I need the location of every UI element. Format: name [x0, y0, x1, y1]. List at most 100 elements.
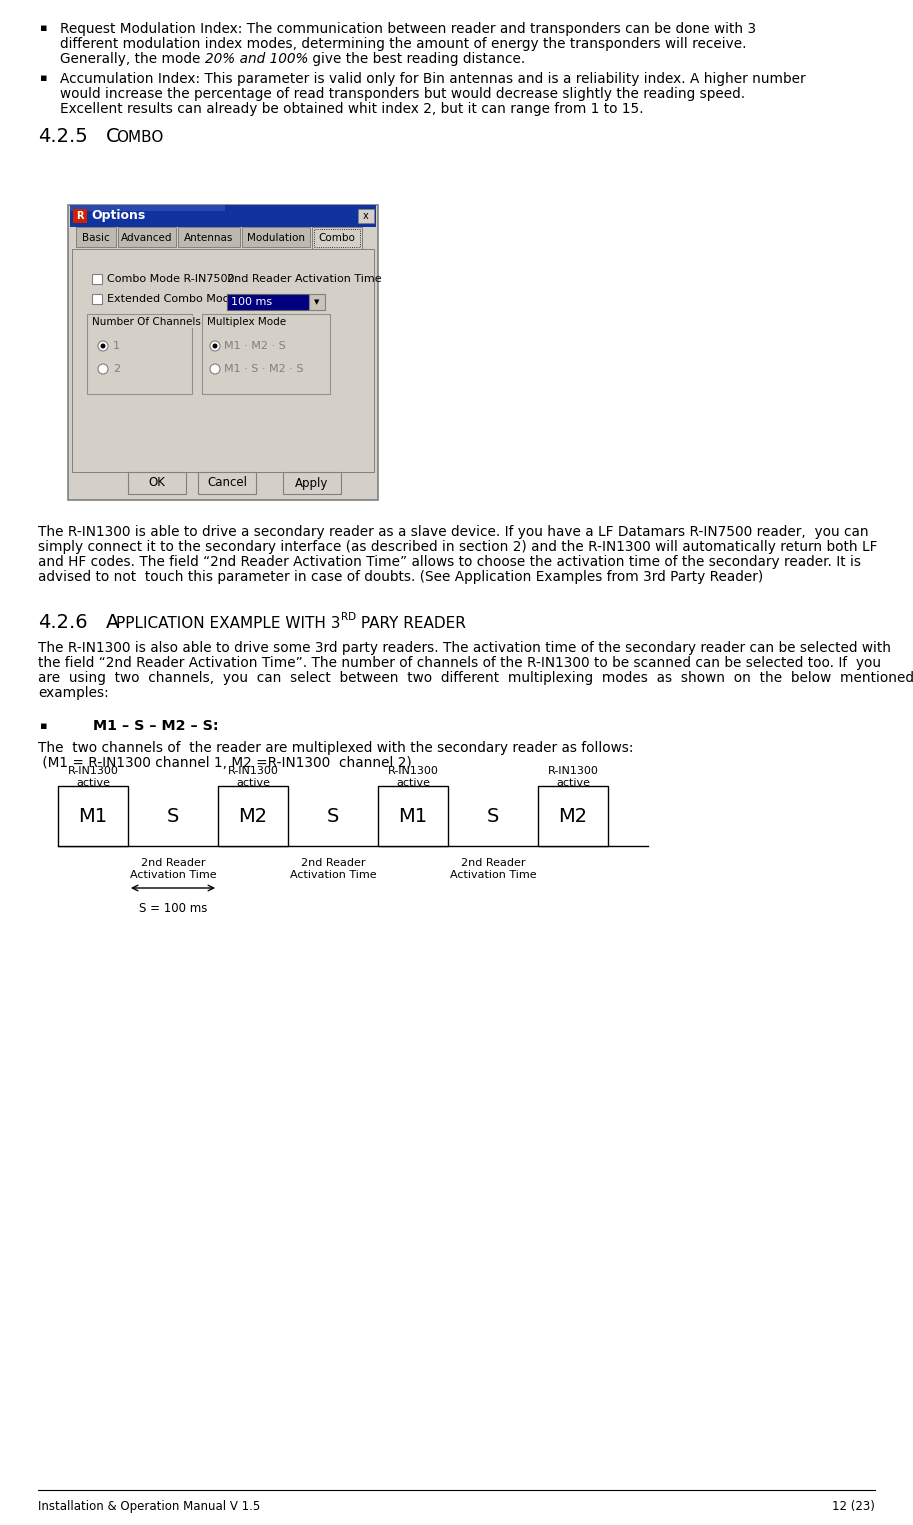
Text: examples:: examples: [38, 686, 109, 700]
Text: Apply: Apply [295, 476, 329, 490]
Bar [76, 227, 116, 247]
Text: Basic: Basic [82, 233, 110, 242]
Text: Activation Time: Activation Time [130, 869, 216, 880]
Text: S: S [167, 807, 179, 825]
Text: ▪: ▪ [40, 23, 47, 34]
Text: 20% and 100%: 20% and 100% [205, 52, 309, 66]
Text: RD: RD [341, 612, 356, 622]
Text: The R-IN1300 is able to drive a secondary reader as a slave device. If you have : The R-IN1300 is able to drive a secondar… [38, 525, 868, 538]
Bar [70, 204, 225, 210]
Text: Modulation: Modulation [247, 233, 305, 242]
Bar [312, 227, 362, 249]
Bar [378, 785, 448, 846]
Text: M1 · M2 · S: M1 · M2 · S [224, 342, 286, 351]
Text: C: C [106, 127, 120, 146]
Text: Options: Options [91, 209, 145, 223]
Text: are  using  two  channels,  you  can  select  between  two  different  multiplex: are using two channels, you can select b… [38, 671, 913, 685]
Text: Multiplex Mode: Multiplex Mode [207, 317, 286, 326]
Text: S: S [487, 807, 499, 825]
Text: advised to not  touch this parameter in case of doubts. (See Application Example: advised to not touch this parameter in c… [38, 570, 763, 584]
Bar [70, 204, 376, 227]
Text: Request Modulation Index: The communication between reader and transponders can : Request Modulation Index: The communicat… [60, 21, 756, 37]
Bar [128, 473, 186, 494]
Bar [314, 229, 360, 247]
Text: M1 · S · M2 · S: M1 · S · M2 · S [224, 364, 303, 374]
Text: M1: M1 [398, 807, 427, 825]
Text: 100 ms: 100 ms [231, 297, 272, 307]
Text: Cancel: Cancel [207, 476, 247, 490]
Text: different modulation index modes, determining the amount of energy the transpond: different modulation index modes, determ… [60, 37, 747, 50]
Text: Advanced: Advanced [121, 233, 173, 242]
Text: PPLICATION EXAMPLE WITH 3: PPLICATION EXAMPLE WITH 3 [116, 616, 341, 631]
Text: 12 (23): 12 (23) [832, 1501, 875, 1513]
Text: (M1 = R-IN1300 channel 1, M2 =R-IN1300  channel 2): (M1 = R-IN1300 channel 1, M2 =R-IN1300 c… [38, 756, 412, 770]
Circle shape [100, 343, 106, 349]
Text: Activation Time: Activation Time [450, 869, 536, 880]
Circle shape [210, 364, 220, 374]
Text: x: x [363, 210, 369, 221]
Text: 2nd Reader: 2nd Reader [461, 859, 525, 868]
Text: Installation & Operation Manual V 1.5: Installation & Operation Manual V 1.5 [38, 1501, 260, 1513]
Text: ▪: ▪ [40, 73, 47, 82]
Text: S = 100 ms: S = 100 ms [139, 901, 207, 915]
Text: OK: OK [149, 476, 165, 490]
Text: give the best reading distance.: give the best reading distance. [309, 52, 526, 66]
Text: Activation Time: Activation Time [289, 869, 376, 880]
Text: R-IN1300: R-IN1300 [68, 766, 119, 776]
Text: 2nd Reader Activation Time: 2nd Reader Activation Time [227, 274, 382, 284]
Text: Generally, the mode: Generally, the mode [60, 52, 205, 66]
Bar [227, 294, 309, 310]
Circle shape [98, 342, 108, 351]
Text: M2: M2 [238, 807, 268, 825]
Text: 1: 1 [113, 342, 120, 351]
Text: ▼: ▼ [314, 299, 320, 305]
Text: the field “2nd Reader Activation Time”. The number of channels of the R-IN1300 t: the field “2nd Reader Activation Time”. … [38, 656, 881, 669]
Text: active: active [556, 778, 590, 788]
Text: Combo Mode R-IN7500: Combo Mode R-IN7500 [107, 274, 235, 284]
Text: The  two channels of  the reader are multiplexed with the secondary reader as fo: The two channels of the reader are multi… [38, 741, 634, 755]
Bar [218, 785, 288, 846]
Bar [538, 785, 608, 846]
Text: S: S [327, 807, 340, 825]
Text: R-IN1300: R-IN1300 [227, 766, 278, 776]
Bar [92, 294, 102, 303]
Text: 2nd Reader: 2nd Reader [141, 859, 205, 868]
Bar [358, 209, 374, 223]
Text: 2: 2 [113, 364, 121, 374]
Text: active: active [76, 778, 110, 788]
Text: Accumulation Index: This parameter is valid only for Bin antennas and is a relia: Accumulation Index: This parameter is va… [60, 72, 805, 85]
Text: active: active [236, 778, 270, 788]
Text: Combo: Combo [319, 233, 355, 242]
Text: simply connect it to the secondary interface (as described in section 2) and the: simply connect it to the secondary inter… [38, 540, 877, 554]
Circle shape [98, 364, 108, 374]
Text: Number Of Channels: Number Of Channels [92, 317, 201, 326]
Bar [118, 227, 176, 247]
Bar [178, 227, 240, 247]
Text: M1: M1 [79, 807, 108, 825]
Text: M1 – S – M2 – S:: M1 – S – M2 – S: [93, 718, 218, 734]
Circle shape [210, 342, 220, 351]
Text: The R-IN1300 is also able to drive some 3rd party readers. The activation time o: The R-IN1300 is also able to drive some … [38, 640, 891, 656]
Text: A: A [106, 613, 120, 631]
Text: OMBO: OMBO [116, 130, 163, 145]
Bar [58, 785, 128, 846]
Bar [202, 314, 330, 393]
Text: active: active [396, 778, 430, 788]
Bar [242, 227, 310, 247]
Bar [87, 314, 192, 393]
Bar [92, 274, 102, 284]
Bar [68, 204, 378, 500]
Text: 4.2.5: 4.2.5 [38, 127, 88, 146]
Text: Extended Combo Mode: Extended Combo Mode [107, 294, 236, 303]
Bar [72, 249, 374, 473]
Bar [198, 473, 256, 494]
Text: M2: M2 [559, 807, 588, 825]
Bar [283, 473, 341, 494]
Text: and HF codes. The field “2nd Reader Activation Time” allows to choose the activa: and HF codes. The field “2nd Reader Acti… [38, 555, 861, 569]
Text: ▪: ▪ [40, 721, 47, 730]
Text: 2nd Reader: 2nd Reader [300, 859, 365, 868]
Bar [73, 209, 87, 223]
Text: R-IN1300: R-IN1300 [548, 766, 598, 776]
Text: R: R [77, 210, 84, 221]
Text: R-IN1300: R-IN1300 [387, 766, 438, 776]
